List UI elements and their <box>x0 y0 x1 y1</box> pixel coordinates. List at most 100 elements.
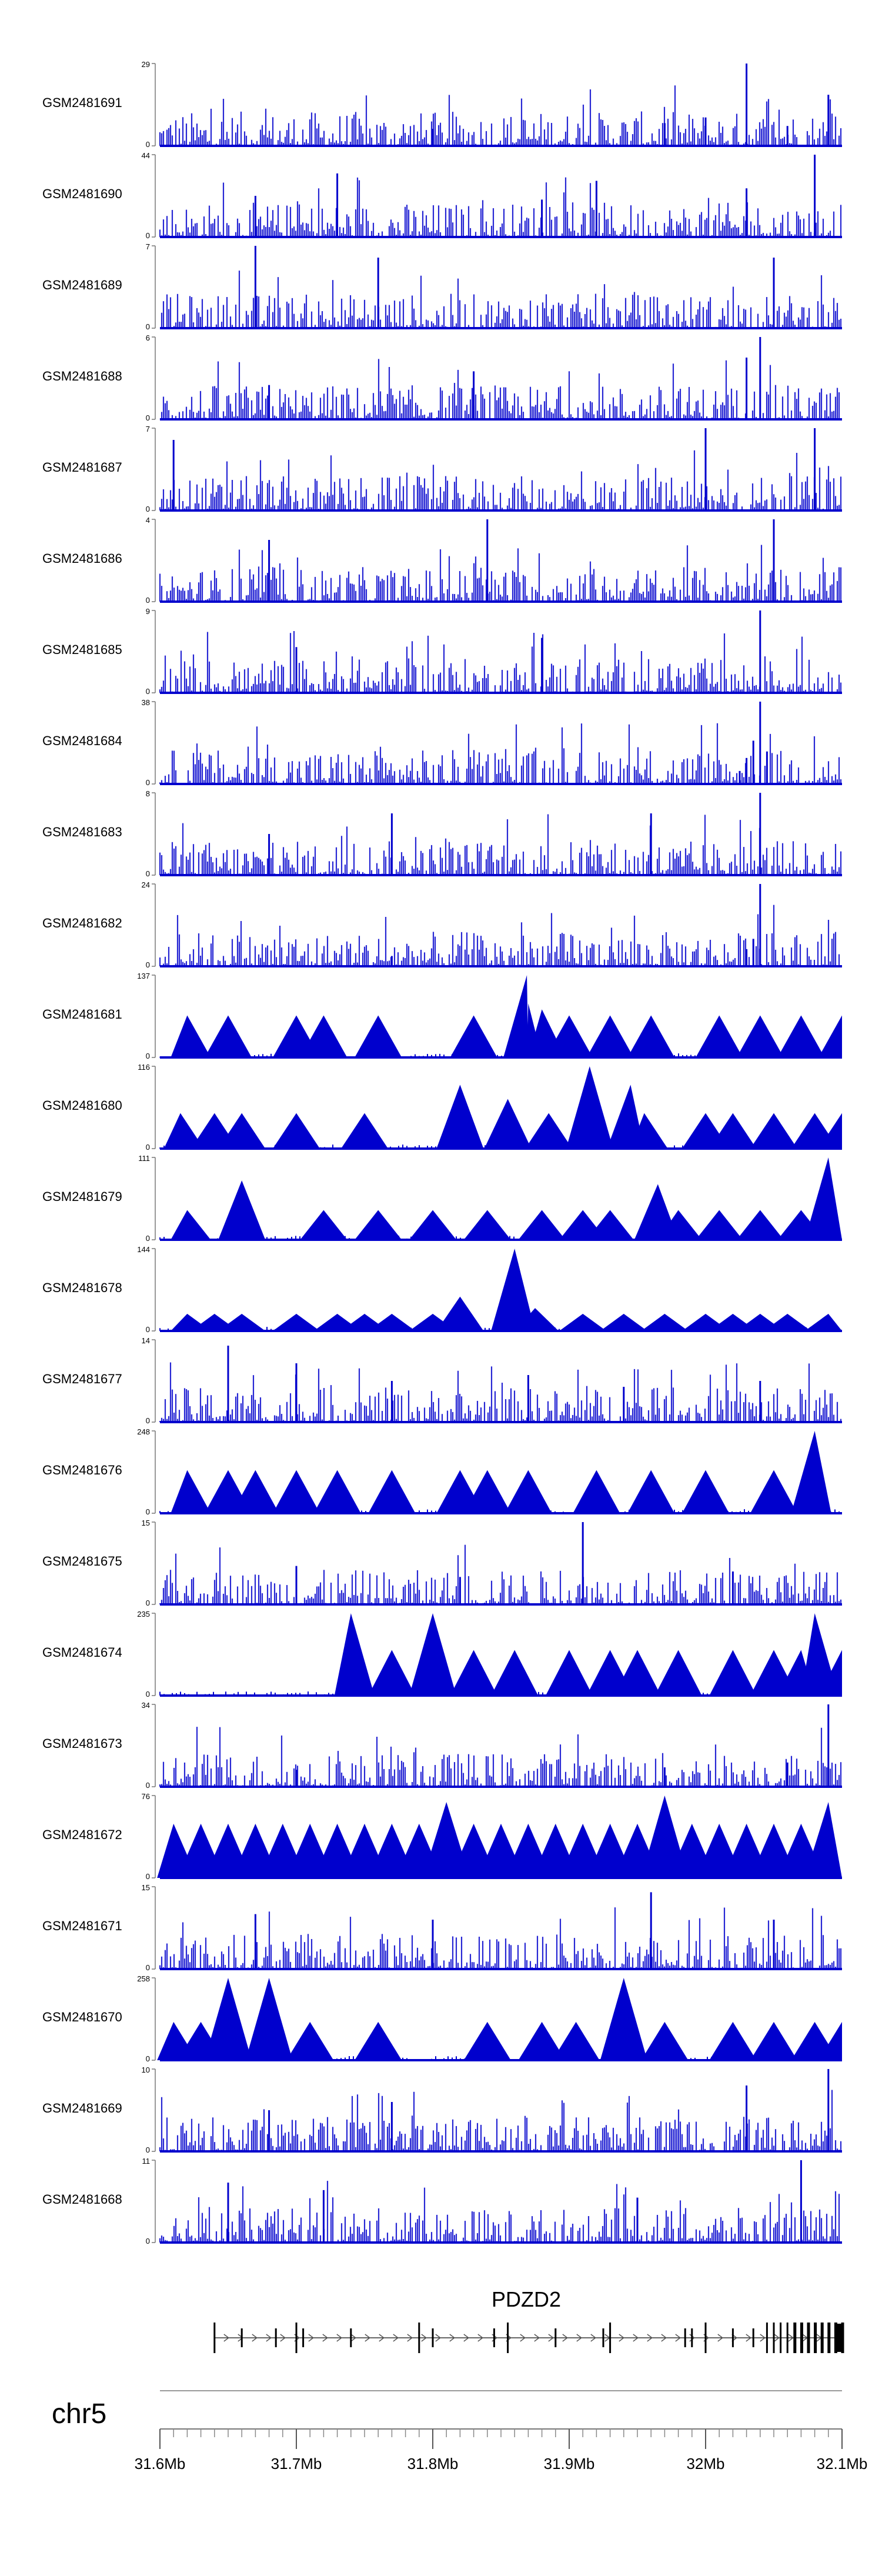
signal-triangle <box>218 1313 266 1331</box>
signal-triangle <box>218 1113 266 1149</box>
y-max-label: 38 <box>142 698 150 707</box>
signal-triangle <box>300 1210 348 1240</box>
signal-triangle <box>273 1113 320 1149</box>
track-label: GSM2481681 <box>42 1007 122 1022</box>
track: GSM2481689 7 0 <box>42 242 842 331</box>
track: GSM2481684 38 0 <box>42 698 842 787</box>
signal-triangle <box>559 1313 607 1331</box>
track: GSM2481682 24 0 <box>42 880 842 969</box>
signal-triangle <box>273 1313 320 1331</box>
y-max-label: 144 <box>137 1245 150 1254</box>
y-max-label: 7 <box>146 425 150 433</box>
y-max-label: 4 <box>146 516 150 525</box>
signal-triangle <box>818 1015 842 1057</box>
signal-triangle <box>641 1313 689 1331</box>
y-min-label: 0 <box>146 505 150 513</box>
y-max-label: 6 <box>146 333 150 342</box>
signal-triangle <box>586 1210 634 1240</box>
y-min-label: 0 <box>146 1416 150 1425</box>
signal-triangle <box>525 1113 573 1149</box>
y-max-label: 8 <box>146 789 150 798</box>
track: GSM2481678 144 0 <box>42 1245 842 1334</box>
signal-triangle <box>696 1210 743 1240</box>
y-max-label: 14 <box>142 1336 150 1345</box>
track: GSM2481679 111 0 <box>42 1154 842 1243</box>
y-max-label: 9 <box>146 607 150 616</box>
track: GSM2481691 29 0 <box>42 60 842 149</box>
track-label: GSM2481687 <box>42 460 122 475</box>
y-min-label: 0 <box>146 687 150 696</box>
y-min-label: 0 <box>146 1234 150 1243</box>
y-min-label: 0 <box>146 960 150 969</box>
track: GSM2481685 9 0 <box>42 607 842 696</box>
signal-triangle <box>804 1313 842 1331</box>
signal-triangle <box>600 1313 647 1331</box>
signal-triangle <box>514 1308 559 1331</box>
signal-triangle <box>750 1113 797 1149</box>
signal-triangle <box>736 1015 784 1057</box>
y-max-label: 44 <box>142 151 150 160</box>
track-label: GSM2481677 <box>42 1372 122 1386</box>
signal-triangle <box>463 1210 511 1240</box>
y-max-label: 116 <box>138 1063 150 1072</box>
signal-triangle <box>607 1085 644 1149</box>
y-min-label: 0 <box>146 1052 150 1060</box>
track: GSM2481681 137 0 <box>42 972 842 1060</box>
track-label: GSM2481684 <box>42 733 122 748</box>
track-label: GSM2481686 <box>42 551 122 566</box>
y-min-label: 0 <box>146 140 150 149</box>
track-label: GSM2481689 <box>42 278 122 292</box>
y-max-label: 29 <box>142 60 150 69</box>
signal-triangle <box>163 1113 204 1149</box>
y-min-label: 0 <box>146 322 150 331</box>
y-min-label: 0 <box>146 596 150 605</box>
track-label: GSM2481680 <box>42 1098 122 1113</box>
signal-triangle <box>586 1015 634 1057</box>
signal-triangle <box>503 975 529 1057</box>
track-label: GSM2481679 <box>42 1189 122 1204</box>
y-min-label: 0 <box>146 1143 150 1152</box>
y-max-label: 111 <box>138 1154 150 1163</box>
track-label: GSM2481688 <box>42 369 122 383</box>
signal-triangle <box>205 1015 252 1057</box>
signal-triangle <box>777 1015 825 1057</box>
signal-triangle <box>634 1184 679 1240</box>
track-label: GSM2481683 <box>42 825 122 839</box>
y-min-label: 0 <box>146 869 150 878</box>
y-min-label: 0 <box>146 231 150 240</box>
signal-triangle <box>450 1015 497 1057</box>
track-label: GSM2481685 <box>42 642 122 657</box>
signal-triangle <box>657 1210 702 1240</box>
signal-triangle <box>171 1210 211 1240</box>
y-max-label: 7 <box>146 242 150 251</box>
signal-triangle <box>484 1099 532 1149</box>
track: GSM2481683 8 0 <box>42 789 842 878</box>
signal-triangle <box>409 1210 456 1240</box>
signal-triangle <box>341 1113 388 1149</box>
signal-triangle <box>804 1157 842 1240</box>
track: GSM2481680 116 0 <box>42 1063 842 1152</box>
signal-triangle <box>436 1085 484 1149</box>
signal-triangle <box>546 1015 593 1057</box>
track: GSM2481688 6 0 <box>42 333 842 422</box>
signal-triangle <box>368 1313 416 1331</box>
signal-triangle <box>355 1015 402 1057</box>
track-label: GSM2481691 <box>42 95 122 110</box>
signal-triangle <box>171 1015 211 1057</box>
signal-triangle <box>518 1210 566 1240</box>
signal-triangle <box>764 1313 811 1331</box>
signal-triangle <box>491 1249 535 1331</box>
signal-triangle <box>709 1113 757 1149</box>
y-max-label: 137 <box>137 972 150 980</box>
signal-triangle <box>736 1210 784 1240</box>
signal-triangle <box>355 1210 402 1240</box>
y-max-label: 24 <box>142 880 150 889</box>
y-min-label: 0 <box>146 778 150 787</box>
signal-triangle <box>627 1015 675 1057</box>
track-label: GSM2481690 <box>42 186 122 201</box>
track: GSM2481690 44 0 <box>42 151 842 240</box>
signal-triangle <box>300 1015 348 1057</box>
track: GSM2481686 4 0 <box>42 516 842 605</box>
signal-triangle <box>218 1180 266 1240</box>
track: GSM2481677 14 0 <box>42 1336 842 1425</box>
